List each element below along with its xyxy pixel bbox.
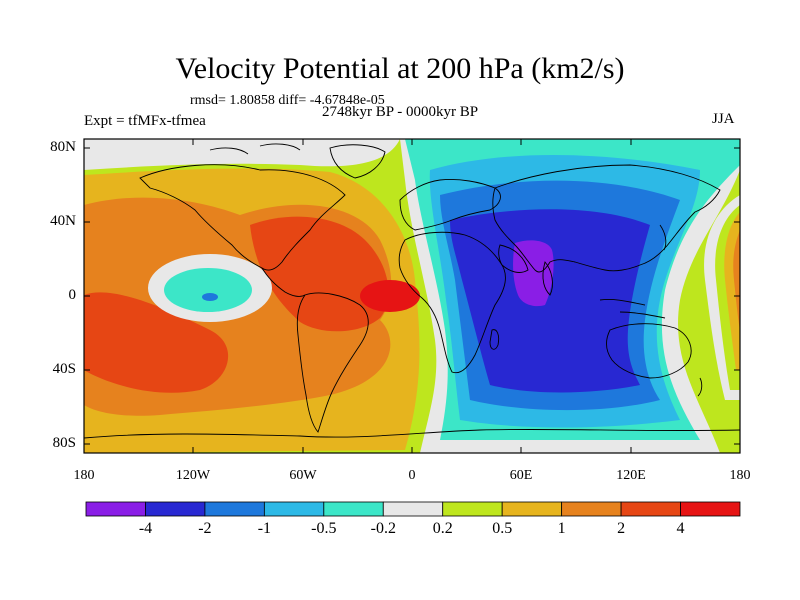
rmsd-diff-stats: rmsd= 1.80858 diff= -4.67848e-05 bbox=[190, 93, 385, 108]
colorbar-label: -4 bbox=[138, 520, 153, 537]
y-axis-label: 40N bbox=[50, 213, 76, 229]
y-axis-label: 40S bbox=[52, 361, 76, 377]
colorbar-swatch bbox=[204, 501, 265, 517]
contour-field bbox=[84, 139, 740, 453]
colorbar-label: 1 bbox=[557, 520, 566, 537]
neg-eastern-pacific-teal bbox=[164, 268, 252, 312]
colorbar-swatch bbox=[382, 501, 444, 517]
x-axis-label: 120E bbox=[616, 468, 646, 483]
colorbar bbox=[85, 501, 741, 517]
x-axis-label: 180 bbox=[73, 468, 95, 483]
coast-north-america bbox=[139, 164, 346, 271]
coast-arabia bbox=[498, 244, 529, 273]
colorbar-swatch bbox=[501, 501, 563, 517]
x-axis-label: 60W bbox=[289, 468, 317, 483]
colorbar-label: -0.5 bbox=[311, 520, 337, 537]
x-ticks bbox=[83, 139, 741, 453]
colorbar-label: -1 bbox=[257, 520, 272, 537]
colorbar-label: -2 bbox=[198, 520, 212, 537]
colorbar-swatch bbox=[680, 501, 741, 517]
colorbar-label: 0.2 bbox=[432, 520, 453, 537]
coastlines bbox=[84, 143, 740, 439]
coast-africa bbox=[398, 231, 506, 374]
colorbar-swatch bbox=[263, 501, 325, 517]
colorbar-swatch bbox=[620, 501, 681, 517]
coast-europe bbox=[399, 179, 501, 231]
colorbar-swatch bbox=[85, 501, 146, 517]
coast-greenland bbox=[329, 144, 386, 179]
y-axis-label: 80S bbox=[52, 435, 76, 451]
coast-antarctica bbox=[84, 428, 740, 439]
coast-madagascar bbox=[489, 329, 500, 350]
coast-japan bbox=[659, 224, 667, 251]
neg-region-purple-core bbox=[513, 240, 554, 307]
neg-eastern-pacific-blue bbox=[202, 293, 218, 301]
arctic-neutral-patch bbox=[84, 139, 400, 170]
time-period-label: 2748kyr BP - 0000kyr BP bbox=[322, 104, 479, 120]
colorbar-label: -0.2 bbox=[370, 520, 396, 537]
y-axis-label: 0 bbox=[68, 287, 77, 303]
x-axis-label: 180 bbox=[729, 468, 751, 483]
positive-region-red-west bbox=[84, 292, 229, 393]
colorbar-swatch bbox=[145, 501, 206, 517]
colorbar-label: 2 bbox=[617, 520, 626, 537]
coast-new-zealand bbox=[697, 377, 703, 397]
colorbar-swatch bbox=[561, 501, 622, 517]
experiment-label: Expt = tfMFx-tfmea bbox=[84, 113, 206, 129]
positive-region-red-atlantic bbox=[250, 216, 389, 332]
colorbar-label: 0.5 bbox=[492, 520, 513, 537]
y-ticks bbox=[84, 147, 740, 445]
colorbar-label: 4 bbox=[676, 520, 685, 537]
season-label: JJA bbox=[712, 111, 735, 127]
neg-region-dark-blue bbox=[450, 209, 650, 393]
coast-india bbox=[542, 261, 553, 296]
coast-south-america bbox=[296, 292, 369, 433]
colorbar-swatch bbox=[442, 501, 503, 517]
x-axis-label: 0 bbox=[408, 468, 416, 483]
x-axis-label: 60E bbox=[509, 468, 533, 483]
coast-australia bbox=[606, 323, 692, 379]
dateline-positive-darkorange bbox=[733, 230, 740, 330]
y-axis-label: 80N bbox=[50, 139, 76, 155]
coast-indonesia bbox=[599, 299, 666, 319]
coast-arctic-islands bbox=[209, 143, 301, 155]
positive-core-red bbox=[360, 280, 420, 312]
coast-asia bbox=[492, 164, 721, 273]
colorbar-swatch bbox=[323, 501, 384, 517]
x-axis-label: 120W bbox=[175, 468, 211, 483]
coast-central-america bbox=[261, 267, 306, 297]
plot-title: Velocity Potential at 200 hPa (km2/s) bbox=[175, 52, 625, 85]
